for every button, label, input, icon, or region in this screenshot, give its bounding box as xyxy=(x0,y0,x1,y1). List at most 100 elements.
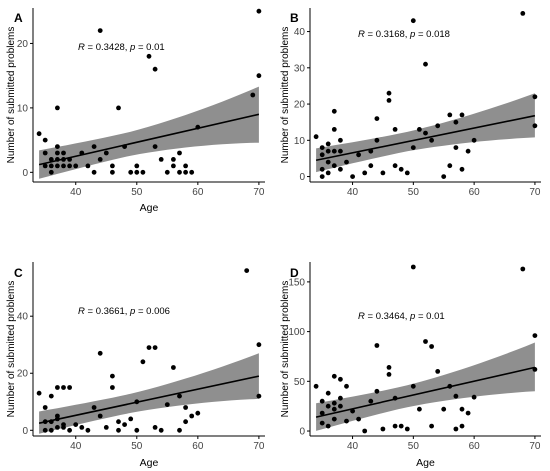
data-point xyxy=(55,105,60,111)
data-point xyxy=(520,266,526,272)
data-point xyxy=(48,427,54,433)
data-point xyxy=(453,426,459,432)
data-point xyxy=(48,163,54,169)
data-point xyxy=(116,427,121,433)
data-point xyxy=(368,398,374,404)
data-point xyxy=(250,92,256,98)
y-tick-label: 0 xyxy=(299,427,305,438)
regression-line xyxy=(38,113,260,166)
data-point xyxy=(42,405,48,410)
data-point xyxy=(325,170,331,176)
data-point xyxy=(171,163,176,169)
data-point xyxy=(392,395,398,401)
data-point xyxy=(465,148,471,154)
data-point xyxy=(368,163,374,169)
data-point xyxy=(134,427,140,433)
x-tick-label: 70 xyxy=(529,187,541,198)
data-point xyxy=(256,342,262,348)
data-point xyxy=(61,425,66,430)
data-point xyxy=(459,423,465,429)
data-point xyxy=(48,393,54,399)
data-point xyxy=(152,345,158,350)
y-tick-label: 40 xyxy=(17,312,29,323)
data-point xyxy=(171,157,176,162)
panel-c: 40 50 60 70 0 20 40 C R = 0.3661, p = 0.006 Numbe… xyxy=(6,262,265,469)
data-point xyxy=(319,174,325,180)
data-point xyxy=(36,390,42,396)
data-point xyxy=(97,413,103,419)
y-tick-label: 20 xyxy=(17,369,29,380)
data-point xyxy=(256,73,262,79)
y-axis-label: Number of submitted problems xyxy=(280,281,291,418)
data-point xyxy=(177,169,182,175)
data-point xyxy=(429,137,434,143)
data-point xyxy=(338,148,343,154)
data-point xyxy=(55,150,60,156)
data-point xyxy=(140,359,146,365)
x-tick-label: 70 xyxy=(253,441,265,452)
data-point xyxy=(447,163,453,169)
y-tick-label: 20 xyxy=(17,39,29,50)
data-point xyxy=(164,402,170,407)
x-tick-label: 50 xyxy=(131,187,143,198)
data-point xyxy=(67,385,72,390)
data-point xyxy=(42,163,48,169)
x-tick-label: 70 xyxy=(529,441,541,452)
data-point xyxy=(398,166,404,172)
data-point xyxy=(116,419,121,425)
data-point xyxy=(350,408,355,414)
data-point xyxy=(195,124,201,130)
x-tick-label: 50 xyxy=(408,441,420,452)
y-tick-label: 20 xyxy=(294,100,306,111)
data-point xyxy=(374,116,380,121)
data-point xyxy=(338,376,343,382)
x-tick-label: 60 xyxy=(469,187,481,198)
data-point xyxy=(134,169,140,175)
correlation-annotation: R = 0.3428, p = 0.01 xyxy=(78,42,165,53)
y-tick-label: 40 xyxy=(294,27,306,38)
data-point xyxy=(331,416,337,422)
data-point xyxy=(103,150,109,156)
data-point xyxy=(392,423,398,429)
data-point xyxy=(331,148,337,154)
data-point xyxy=(380,170,386,176)
data-point xyxy=(110,373,115,379)
y-tick-label: 100 xyxy=(288,327,305,338)
data-point xyxy=(410,264,416,270)
data-point xyxy=(313,134,319,140)
data-point xyxy=(103,425,109,430)
confidence-band xyxy=(39,86,259,179)
data-point xyxy=(91,169,97,175)
panel-label: C xyxy=(14,266,23,280)
y-tick-label: 10 xyxy=(294,136,306,147)
panel-a: 40 50 60 70 0 10 20 A R = 0.3428, p = 0.01 Number… xyxy=(6,8,265,214)
data-point xyxy=(331,126,337,132)
data-point xyxy=(429,344,434,349)
data-point xyxy=(368,148,374,154)
data-point xyxy=(122,144,127,150)
y-tick-label: 0 xyxy=(22,168,28,179)
panel-b: 40 50 60 70 0 10 20 30 40 B R = 0.3168, p = 0.018 N… xyxy=(280,8,541,198)
data-point xyxy=(532,123,538,129)
data-point xyxy=(158,427,164,433)
y-tick-label: 10 xyxy=(17,103,29,114)
data-point xyxy=(152,66,158,72)
data-point xyxy=(344,383,349,389)
y-axis-label: Number of submitted problems xyxy=(6,27,17,164)
data-point xyxy=(423,61,428,67)
y-tick-label: 50 xyxy=(294,377,306,388)
y-axis-label: Number of submitted problems xyxy=(280,27,291,164)
confidence-band xyxy=(39,353,259,434)
panel-label: D xyxy=(290,266,299,280)
data-point xyxy=(453,145,459,151)
data-point xyxy=(386,90,392,96)
data-point xyxy=(73,422,79,427)
data-point xyxy=(164,169,170,175)
regression-line xyxy=(315,114,536,162)
x-tick-label: 70 xyxy=(253,187,265,198)
data-point xyxy=(374,343,380,348)
data-point xyxy=(471,137,477,143)
data-point xyxy=(183,419,189,425)
data-point xyxy=(319,145,325,151)
